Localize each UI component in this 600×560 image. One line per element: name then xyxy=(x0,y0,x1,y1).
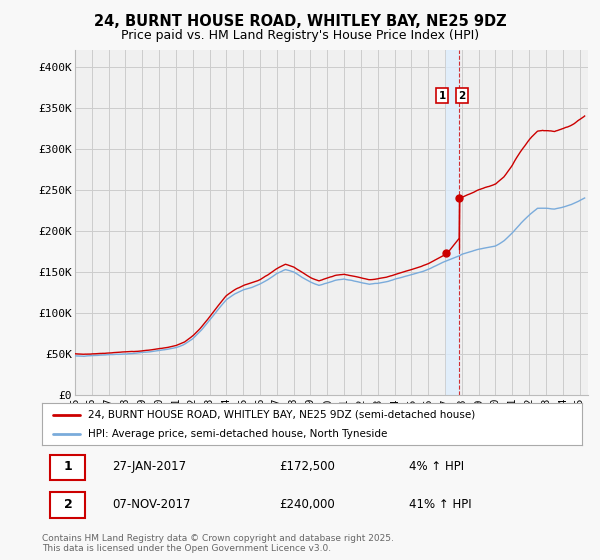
Text: 2: 2 xyxy=(458,91,466,100)
Text: 07-NOV-2017: 07-NOV-2017 xyxy=(112,498,191,511)
Text: 2: 2 xyxy=(64,498,72,511)
Bar xyxy=(446,50,460,395)
Text: £172,500: £172,500 xyxy=(280,460,335,473)
Text: 27-JAN-2017: 27-JAN-2017 xyxy=(112,460,187,473)
Text: £240,000: £240,000 xyxy=(280,498,335,511)
FancyBboxPatch shape xyxy=(50,455,85,480)
Text: 1: 1 xyxy=(64,460,72,473)
Text: Price paid vs. HM Land Registry's House Price Index (HPI): Price paid vs. HM Land Registry's House … xyxy=(121,29,479,42)
Text: Contains HM Land Registry data © Crown copyright and database right 2025.
This d: Contains HM Land Registry data © Crown c… xyxy=(42,534,394,553)
Text: 4% ↑ HPI: 4% ↑ HPI xyxy=(409,460,464,473)
Text: 41% ↑ HPI: 41% ↑ HPI xyxy=(409,498,472,511)
Text: HPI: Average price, semi-detached house, North Tyneside: HPI: Average price, semi-detached house,… xyxy=(88,429,387,439)
Text: 1: 1 xyxy=(439,91,446,100)
FancyBboxPatch shape xyxy=(50,492,85,518)
Text: 24, BURNT HOUSE ROAD, WHITLEY BAY, NE25 9DZ (semi-detached house): 24, BURNT HOUSE ROAD, WHITLEY BAY, NE25 … xyxy=(88,409,475,419)
Text: 24, BURNT HOUSE ROAD, WHITLEY BAY, NE25 9DZ: 24, BURNT HOUSE ROAD, WHITLEY BAY, NE25 … xyxy=(94,14,506,29)
